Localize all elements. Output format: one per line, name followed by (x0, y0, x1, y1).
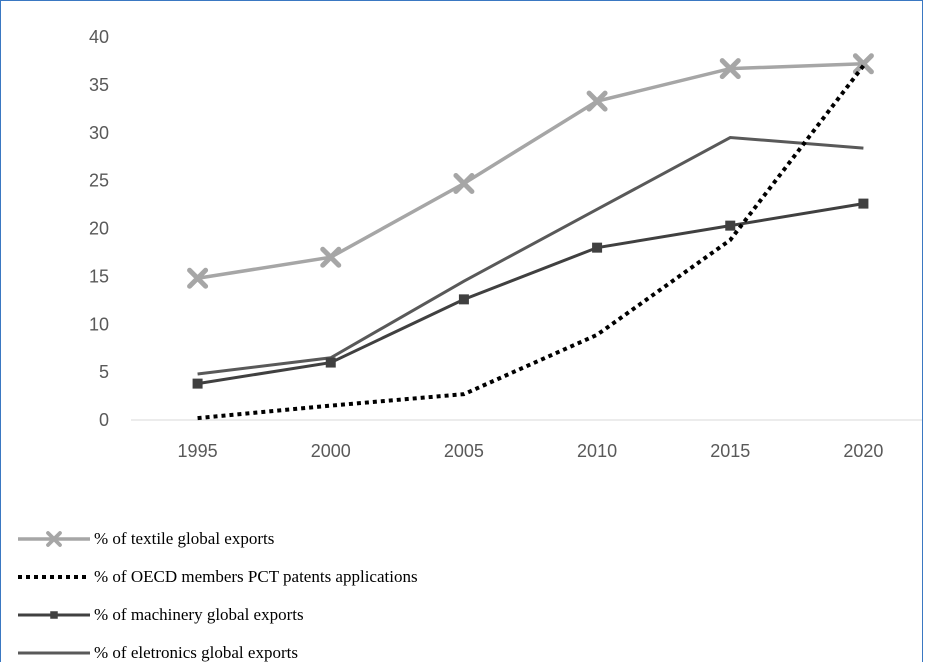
legend-label-patents: % of OECD members PCT patents applicatio… (94, 567, 418, 586)
data-point-marker (719, 58, 741, 80)
legend-item-patents: % of OECD members PCT patents applicatio… (16, 558, 418, 596)
data-point-marker (725, 220, 736, 231)
legend-label-electronics: % of eletronics global exports (94, 643, 298, 662)
data-point-marker (325, 357, 336, 368)
x-tick-label: 2015 (710, 441, 750, 461)
data-point-marker (187, 267, 209, 289)
legend-item-textile: % of textile global exports (16, 520, 418, 558)
chart-series (187, 53, 874, 421)
line-chart: 0 5 10 15 20 25 30 35 40 1995 2000 2005 2010 2015 202… (89, 27, 922, 461)
data-point-marker (50, 611, 58, 619)
y-tick-label: 15 (89, 266, 109, 286)
x-tick-label: 1995 (178, 441, 218, 461)
y-tick-label: 40 (89, 27, 109, 47)
series-line (197, 136, 864, 376)
y-tick-label: 5 (99, 362, 109, 382)
series-3 (197, 136, 864, 376)
legend-swatch-patents (18, 575, 90, 579)
legend-item-electronics: % of eletronics global exports (16, 634, 418, 672)
legend-swatch-electronics (18, 651, 90, 655)
legend-swatch-machinery (18, 611, 90, 619)
x-tick-label: 2000 (311, 441, 351, 461)
y-tick-label: 0 (99, 410, 109, 430)
series-line (197, 202, 864, 386)
legend-label-textile: % of textile global exports (94, 529, 275, 548)
series-line (197, 64, 866, 421)
x-tick-label: 2005 (444, 441, 484, 461)
series-0 (187, 53, 874, 289)
data-point-marker (453, 172, 475, 194)
data-point-marker (858, 198, 869, 209)
data-point-marker (458, 294, 469, 305)
data-point-marker (320, 246, 342, 268)
y-axis-ticks: 0 5 10 15 20 25 30 35 40 (89, 27, 109, 430)
x-tick-label: 2010 (577, 441, 617, 461)
legend-item-machinery: % of machinery global exports (16, 596, 418, 634)
y-tick-label: 10 (89, 314, 109, 334)
y-tick-label: 20 (89, 219, 109, 239)
data-point-marker (46, 531, 62, 547)
data-point-marker (592, 242, 603, 253)
series-1 (197, 64, 866, 421)
legend-swatch-textile (18, 531, 90, 547)
data-point-marker (852, 53, 874, 75)
y-tick-label: 25 (89, 171, 109, 191)
legend-label-machinery: % of machinery global exports (94, 605, 304, 624)
legend: % of textile global exports % of OECD me… (16, 520, 418, 672)
y-tick-label: 35 (89, 75, 109, 95)
y-tick-label: 30 (89, 123, 109, 143)
series-line (197, 62, 864, 281)
series-2 (192, 198, 869, 389)
data-point-marker (192, 378, 203, 389)
x-tick-label: 2020 (843, 441, 883, 461)
data-point-marker (586, 90, 608, 112)
x-axis-ticks: 1995 2000 2005 2010 2015 2020 (178, 441, 884, 461)
